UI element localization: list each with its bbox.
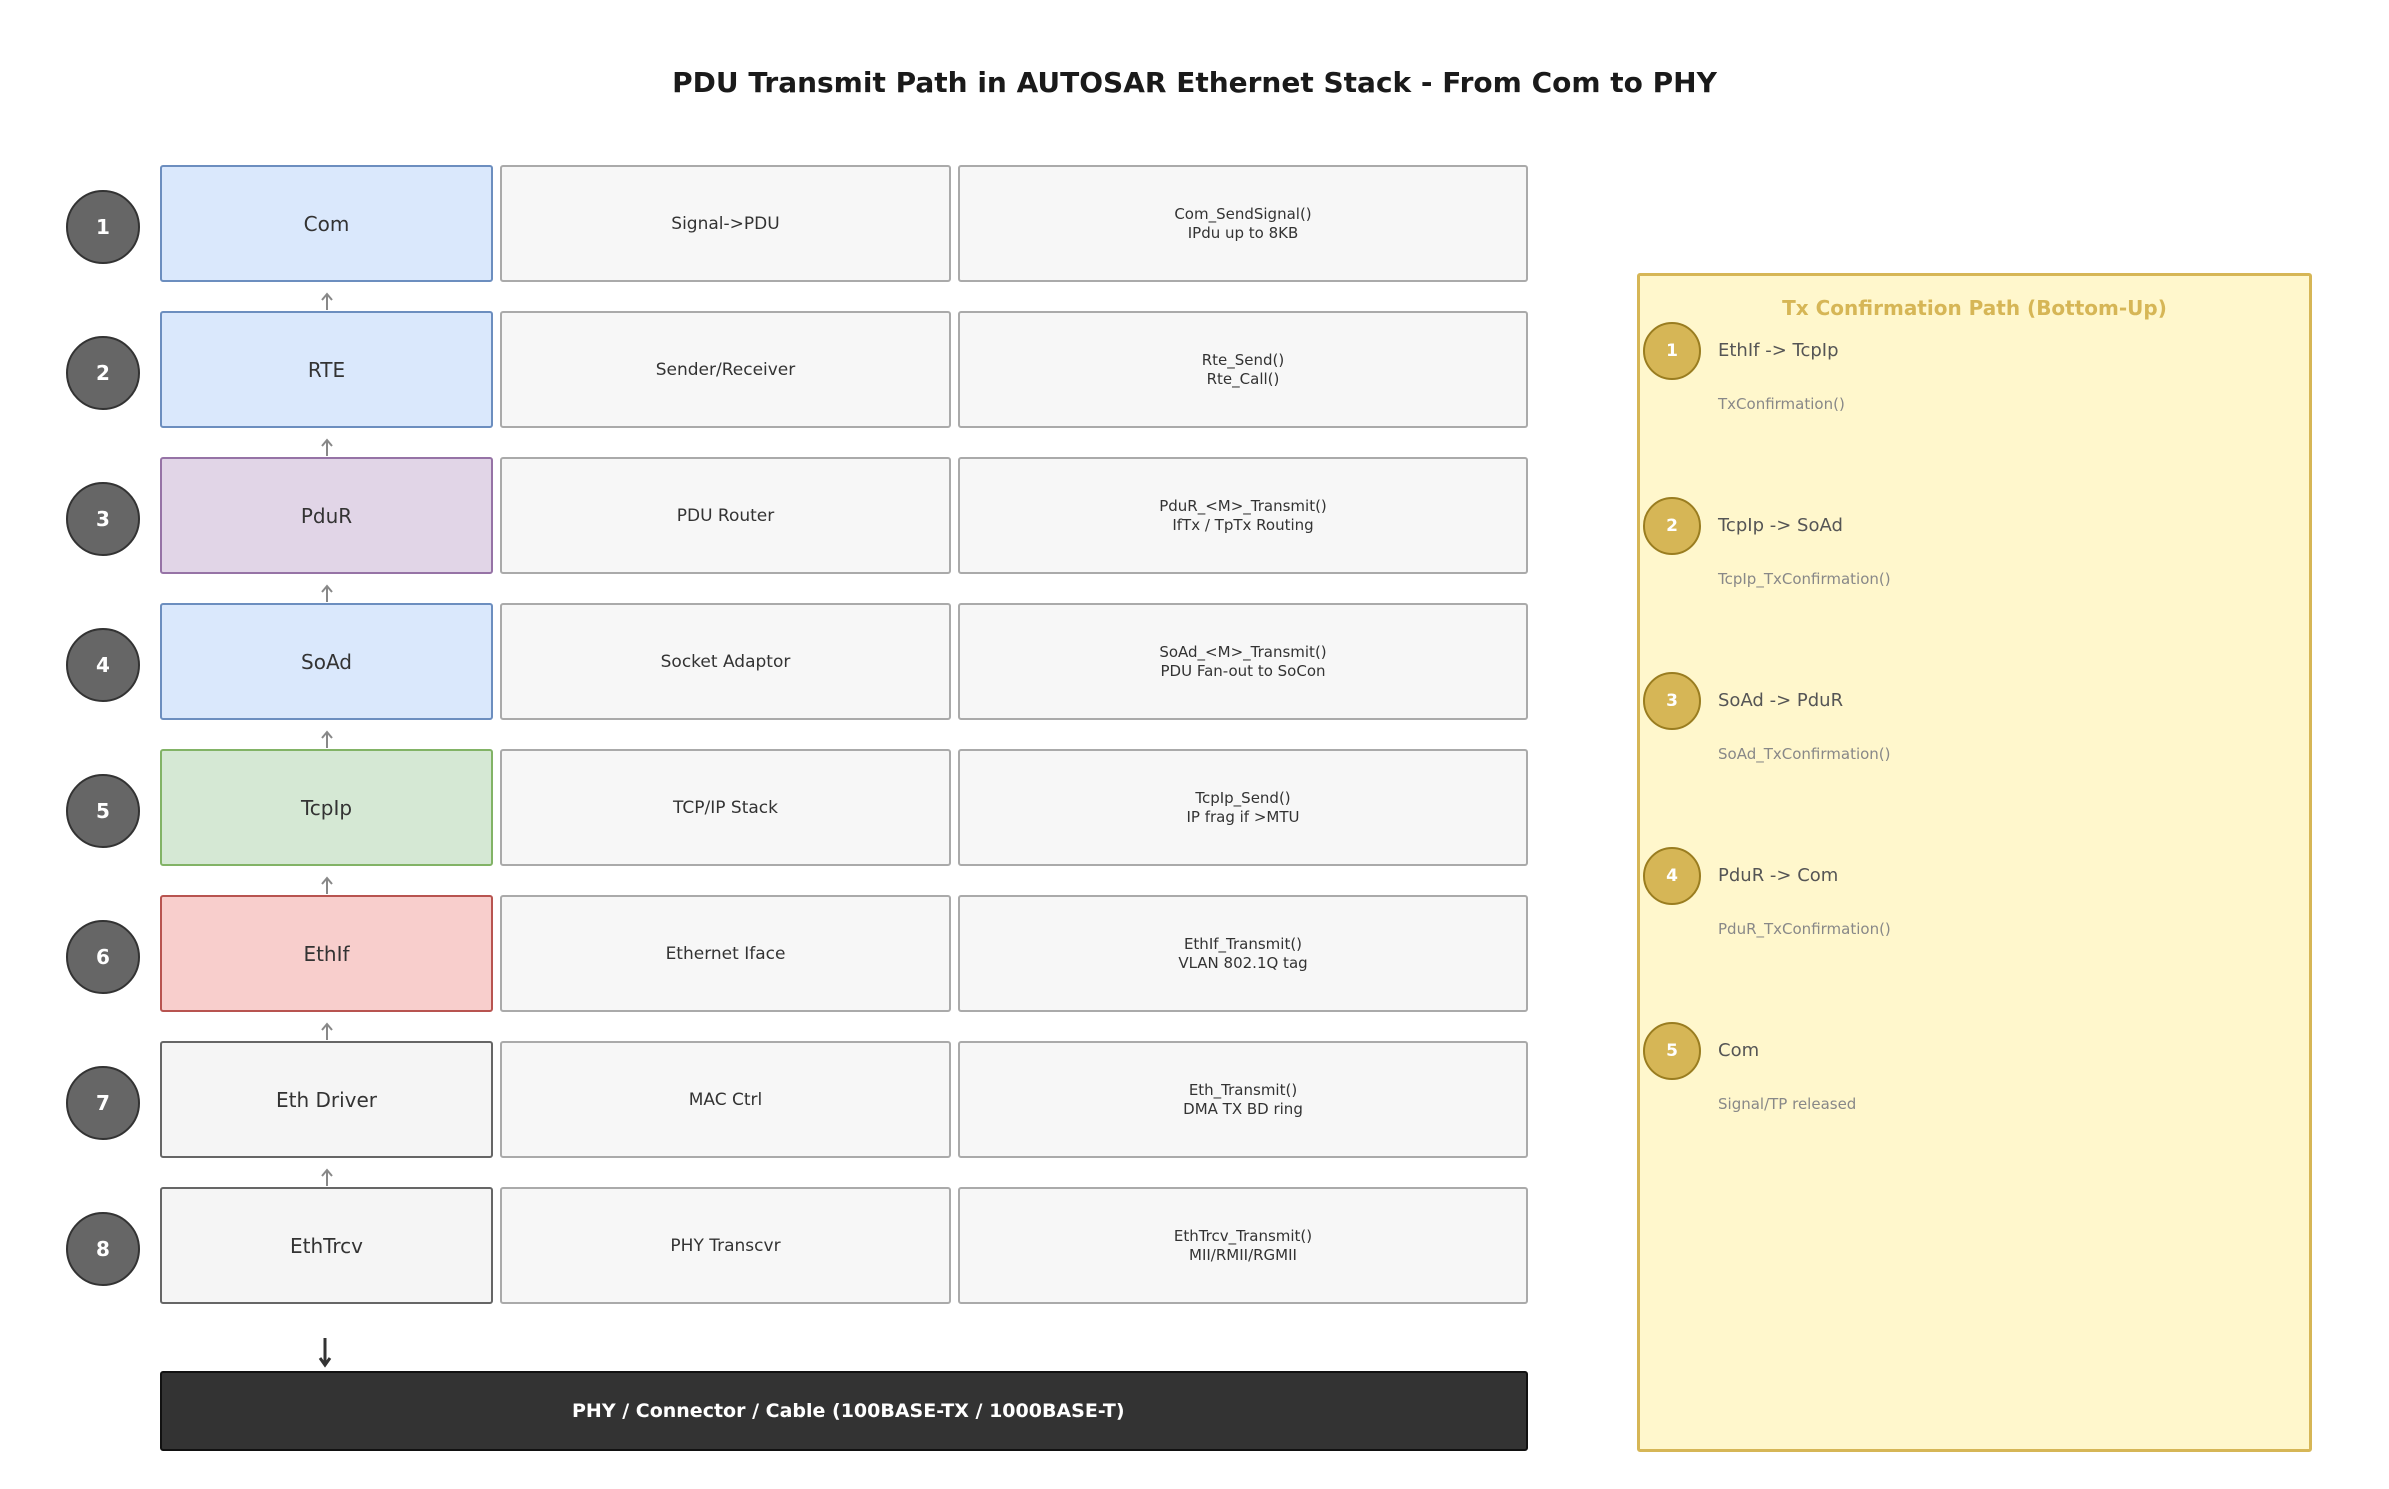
layer-role: Sender/Receiver xyxy=(655,359,796,380)
step-number-badge: 4 xyxy=(66,628,140,702)
layer-api-box: PduR_<M>_Transmit() IfTx / TpTx Routing xyxy=(958,457,1528,574)
up-arrow-icon xyxy=(321,876,333,894)
api-line-1: TcpIp_Send() xyxy=(1195,788,1291,807)
confirm-step-badge: 5 xyxy=(1643,1022,1701,1080)
layer-role-box: PDU Router xyxy=(500,457,951,574)
step-number-badge: 3 xyxy=(66,482,140,556)
api-line-1: SoAd_<M>_Transmit() xyxy=(1159,642,1327,661)
layer-role-box: Sender/Receiver xyxy=(500,311,951,428)
panel-title: Tx Confirmation Path (Bottom-Up) xyxy=(1782,296,2167,320)
confirm-step-badge: 1 xyxy=(1643,322,1701,380)
phy-bar: PHY / Connector / Cable (100BASE-TX / 10… xyxy=(160,1371,1528,1451)
step-number-badge: 8 xyxy=(66,1212,140,1286)
layer-role-box: Socket Adaptor xyxy=(500,603,951,720)
layer-box-eth-driver: Eth Driver xyxy=(160,1041,493,1158)
layer-role: TCP/IP Stack xyxy=(673,797,778,818)
layer-box-com: Com xyxy=(160,165,493,282)
confirm-step-label: EthIf -> TcpIp xyxy=(1718,340,1839,361)
api-line-2: IfTx / TpTx Routing xyxy=(1172,515,1314,534)
step-number-badge: 1 xyxy=(66,190,140,264)
confirm-step-sub: TxConfirmation() xyxy=(1718,395,1845,413)
layer-box-ethtrcv: EthTrcv xyxy=(160,1187,493,1304)
layer-role-box: Signal->PDU xyxy=(500,165,951,282)
layer-name: RTE xyxy=(307,357,346,382)
up-arrow-icon xyxy=(321,584,333,602)
api-line-1: EthIf_Transmit() xyxy=(1183,934,1303,953)
api-line-1: Eth_Transmit() xyxy=(1188,1080,1298,1099)
api-line-1: Com_SendSignal() xyxy=(1174,204,1312,223)
api-line-2: Rte_Call() xyxy=(1206,369,1280,388)
up-arrow-icon xyxy=(321,1168,333,1186)
confirm-step-label: Com xyxy=(1718,1040,1760,1061)
confirm-step-label: PduR -> Com xyxy=(1718,865,1839,886)
layer-name: EthTrcv xyxy=(289,1233,364,1258)
layer-name: EthIf xyxy=(303,941,350,966)
confirm-step-sub: TcpIp_TxConfirmation() xyxy=(1718,570,1891,588)
api-line-2: DMA TX BD ring xyxy=(1183,1099,1303,1118)
up-arrow-icon xyxy=(321,438,333,456)
confirm-step-badge: 3 xyxy=(1643,672,1701,730)
layer-role: Ethernet Iface xyxy=(665,943,786,964)
api-line-2: MII/RMII/RGMII xyxy=(1189,1245,1297,1264)
api-line-1: PduR_<M>_Transmit() xyxy=(1159,496,1327,515)
layer-box-soad: SoAd xyxy=(160,603,493,720)
confirm-step-sub: Signal/TP released xyxy=(1718,1095,1857,1113)
confirm-step-label: SoAd -> PduR xyxy=(1718,690,1844,711)
up-arrow-icon xyxy=(321,292,333,310)
layer-api-box: EthTrcv_Transmit() MII/RMII/RGMII xyxy=(958,1187,1528,1304)
layer-api-box: EthIf_Transmit() VLAN 802.1Q tag xyxy=(958,895,1528,1012)
step-number-badge: 2 xyxy=(66,336,140,410)
confirm-step-label: TcpIp -> SoAd xyxy=(1718,515,1843,536)
layer-role: PHY Transcvr xyxy=(670,1235,781,1256)
down-arrow-icon xyxy=(318,1338,332,1368)
confirm-step-badge: 4 xyxy=(1643,847,1701,905)
layer-role: Socket Adaptor xyxy=(660,651,791,672)
layer-role-box: MAC Ctrl xyxy=(500,1041,951,1158)
layer-box-tcpip: TcpIp xyxy=(160,749,493,866)
step-number-badge: 5 xyxy=(66,774,140,848)
layer-role: PDU Router xyxy=(676,505,775,526)
api-line-2: VLAN 802.1Q tag xyxy=(1178,953,1308,972)
api-line-2: IP frag if >MTU xyxy=(1186,807,1300,826)
confirm-step-sub: PduR_TxConfirmation() xyxy=(1718,920,1891,938)
layer-role: Signal->PDU xyxy=(671,213,780,234)
layer-name: PduR xyxy=(300,503,353,528)
layer-role-box: Ethernet Iface xyxy=(500,895,951,1012)
step-number-badge: 7 xyxy=(66,1066,140,1140)
layer-box-ethif: EthIf xyxy=(160,895,493,1012)
api-line-1: EthTrcv_Transmit() xyxy=(1173,1226,1313,1245)
api-line-1: Rte_Send() xyxy=(1201,350,1285,369)
layer-name: Eth Driver xyxy=(275,1087,378,1112)
layer-api-box: Com_SendSignal() IPdu up to 8KB xyxy=(958,165,1528,282)
diagram-title: PDU Transmit Path in AUTOSAR Ethernet St… xyxy=(672,66,1717,99)
layer-api-box: TcpIp_Send() IP frag if >MTU xyxy=(958,749,1528,866)
confirm-step-sub: SoAd_TxConfirmation() xyxy=(1718,745,1891,763)
layer-api-box: Rte_Send() Rte_Call() xyxy=(958,311,1528,428)
confirm-step-badge: 2 xyxy=(1643,497,1701,555)
layer-role: MAC Ctrl xyxy=(688,1089,763,1110)
layer-name: Com xyxy=(303,211,350,236)
layer-name: SoAd xyxy=(301,649,352,674)
layer-box-rte: RTE xyxy=(160,311,493,428)
api-line-2: IPdu up to 8KB xyxy=(1187,223,1299,242)
layer-box-pdur: PduR xyxy=(160,457,493,574)
up-arrow-icon xyxy=(321,1022,333,1040)
phy-label: PHY / Connector / Cable (100BASE-TX / 10… xyxy=(572,1400,1125,1422)
tx-confirmation-panel: Tx Confirmation Path (Bottom-Up) 1 EthIf… xyxy=(1637,273,2312,1452)
layer-name: TcpIp xyxy=(300,795,353,820)
layer-role-box: TCP/IP Stack xyxy=(500,749,951,866)
layer-role-box: PHY Transcvr xyxy=(500,1187,951,1304)
step-number-badge: 6 xyxy=(66,920,140,994)
up-arrow-icon xyxy=(321,730,333,748)
api-line-2: PDU Fan-out to SoCon xyxy=(1160,661,1326,680)
layer-api-box: SoAd_<M>_Transmit() PDU Fan-out to SoCon xyxy=(958,603,1528,720)
layer-api-box: Eth_Transmit() DMA TX BD ring xyxy=(958,1041,1528,1158)
